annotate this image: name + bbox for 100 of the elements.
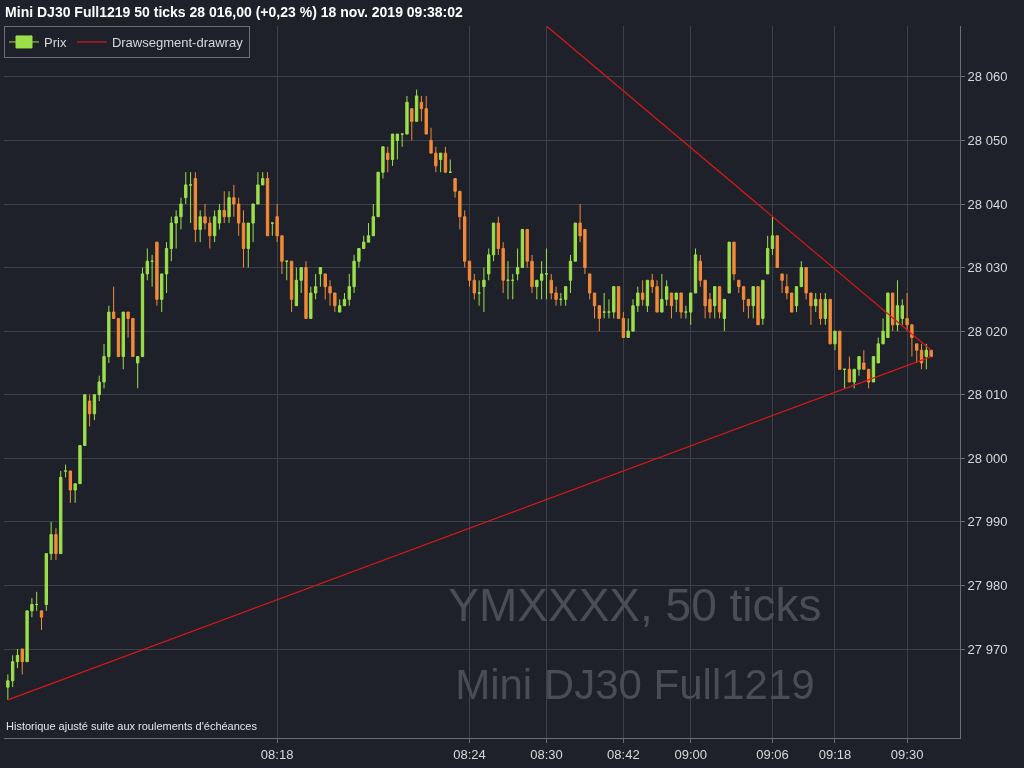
candlestick <box>559 292 563 307</box>
y-tick-label: 28 010 <box>967 387 1008 403</box>
candlestick <box>15 648 20 669</box>
candlestick <box>765 235 770 275</box>
x-tick-label: 09:30 <box>890 746 924 762</box>
candlestick <box>188 171 193 224</box>
candlestick <box>722 298 727 332</box>
candlestick <box>761 279 765 326</box>
candlestick <box>270 222 275 237</box>
candlestick <box>645 279 650 313</box>
candlestick <box>390 133 395 167</box>
y-tick-label: 28 060 <box>967 69 1008 85</box>
candlestick <box>775 235 779 269</box>
candlestick <box>751 286 755 319</box>
candlestick <box>304 260 308 319</box>
candlestick <box>746 298 751 319</box>
candlestick <box>150 254 154 288</box>
candlestick <box>121 311 125 370</box>
candlestick <box>265 171 270 237</box>
candlestick <box>212 209 217 243</box>
candlestick <box>818 292 823 326</box>
candlestick <box>405 95 409 135</box>
candlestick <box>318 267 323 288</box>
candlestick <box>285 260 289 281</box>
y-tick-label: 27 970 <box>967 641 1008 657</box>
candlestick <box>640 279 645 307</box>
candlestick <box>602 292 606 319</box>
candlestick <box>780 273 784 294</box>
candlestick <box>674 292 678 313</box>
x-tick-label: 08:24 <box>453 746 486 762</box>
y-tick-label: 28 030 <box>967 260 1008 276</box>
x-tick-label: 09:00 <box>674 746 707 762</box>
candlestick <box>506 260 510 300</box>
candlestick <box>684 305 688 319</box>
candlestick <box>400 133 404 148</box>
candlestick <box>732 241 736 281</box>
candlestick <box>814 292 818 313</box>
candlestick <box>155 241 159 307</box>
y-tick-label: 28 000 <box>967 450 1008 466</box>
candlestick <box>717 286 722 319</box>
candlestick <box>924 343 929 370</box>
candlestick <box>289 260 294 313</box>
candlestick <box>770 216 775 256</box>
candlestick <box>756 286 760 326</box>
candlestick <box>111 286 116 319</box>
candlestick <box>607 298 611 319</box>
candlestick <box>895 279 900 332</box>
candlestick <box>438 152 443 173</box>
legend-label: Prix <box>44 35 67 51</box>
candlestick <box>386 146 390 173</box>
candlestick <box>669 292 674 319</box>
candlestick <box>679 292 683 319</box>
x-tick-label: 09:18 <box>818 746 852 762</box>
y-tick-label: 28 050 <box>967 132 1008 148</box>
candlestick <box>337 298 342 313</box>
candlestick <box>87 394 92 427</box>
candlestick <box>823 292 828 326</box>
candlestick <box>539 260 544 300</box>
candlestick <box>919 343 924 370</box>
candlestick <box>35 591 39 612</box>
candlestick <box>597 305 602 332</box>
candlestick <box>833 330 837 351</box>
candlestick <box>193 171 198 243</box>
y-tick-label: 27 990 <box>967 514 1008 530</box>
candlestick <box>217 203 222 230</box>
candlestick <box>511 273 515 300</box>
candlestick <box>515 248 520 281</box>
candlestick <box>612 286 616 319</box>
annotation: Historique ajusté suite aux roulements d'échéances <box>6 720 258 732</box>
candlestick <box>227 190 231 224</box>
x-tick-label: 08:30 <box>530 746 563 762</box>
candlestick <box>847 356 852 383</box>
candlestick <box>222 190 226 224</box>
candlestick <box>838 330 842 370</box>
candlestick <box>59 470 63 555</box>
candlestick <box>621 311 626 338</box>
x-tick-label: 09:06 <box>756 746 789 762</box>
candlestick <box>395 133 400 160</box>
candlestick <box>727 241 731 294</box>
candlestick <box>20 648 24 675</box>
candlestick <box>39 610 44 631</box>
candlestick <box>448 159 452 173</box>
candlestick <box>424 95 428 135</box>
x-tick-label: 08:42 <box>607 746 640 762</box>
candlestick <box>842 368 847 389</box>
candlestick <box>68 470 73 504</box>
candlestick <box>477 279 481 307</box>
candlestick <box>63 464 68 478</box>
candlestick <box>414 89 419 122</box>
candlestick <box>410 108 414 141</box>
candlestick <box>544 248 549 300</box>
legend-label: Drawsegment-drawray <box>111 35 244 51</box>
y-tick-label: 27 980 <box>967 577 1008 593</box>
candlestick <box>198 209 202 243</box>
candlestick <box>443 146 448 173</box>
candlestick <box>660 273 664 313</box>
chart-title: Mini DJ30 Full1219 50 ticks 28 016,00 (+0,23 %) 18 nov. 2019 09:38:02 <box>5 4 464 21</box>
candlestick <box>54 527 58 561</box>
candlestick <box>828 298 832 345</box>
y-tick-label: 28 040 <box>967 196 1008 212</box>
